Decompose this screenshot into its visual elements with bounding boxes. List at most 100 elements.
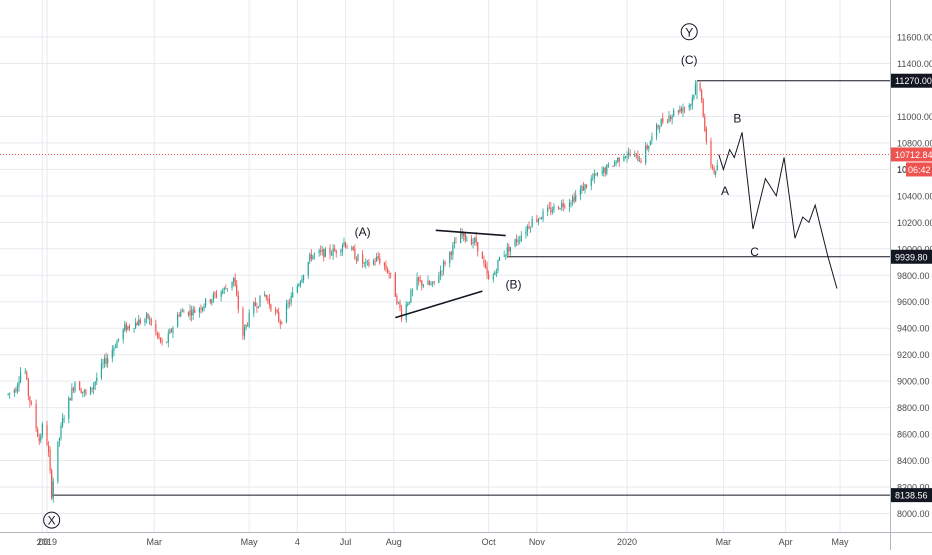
price-tick-label-partial: 10 xyxy=(897,164,907,174)
candle-body xyxy=(225,289,226,290)
candle-body xyxy=(26,373,27,379)
candle-body xyxy=(561,203,562,208)
price-tick-label: 8000.00 xyxy=(897,509,930,519)
candle-body xyxy=(309,255,310,262)
candle-body xyxy=(235,278,236,287)
candle-body xyxy=(672,116,673,120)
candle-body xyxy=(670,117,671,119)
candle-body xyxy=(322,250,323,252)
price-axis[interactable]: 11600.0011400.0011000.0010800.0010600.00… xyxy=(891,0,932,550)
candle-body xyxy=(347,248,348,249)
candle-body xyxy=(57,441,58,481)
candle-body xyxy=(323,249,324,258)
candle-body xyxy=(385,265,386,269)
candle-body xyxy=(661,119,662,127)
candle-body xyxy=(412,290,413,291)
candle-body xyxy=(519,240,520,241)
candle-body xyxy=(628,153,629,156)
candle-body xyxy=(210,300,211,303)
candle-body xyxy=(112,350,113,358)
candle-body xyxy=(387,269,388,273)
candle-body xyxy=(345,243,346,248)
candle-body xyxy=(123,329,124,339)
candle-body xyxy=(168,333,169,342)
candle-body xyxy=(603,168,604,172)
candle-body xyxy=(68,398,69,419)
candle-body xyxy=(592,178,593,179)
candle-body xyxy=(454,242,455,244)
candle-body xyxy=(427,281,428,285)
candle-body xyxy=(637,155,638,161)
candle-body xyxy=(569,203,570,207)
candle-body xyxy=(550,208,551,213)
wave-label: X xyxy=(48,514,56,528)
candle-body xyxy=(586,185,587,187)
candle-body xyxy=(357,255,358,261)
candle-body xyxy=(129,326,130,328)
candle-body xyxy=(539,218,540,219)
candle-body xyxy=(118,339,119,340)
time-tick-label: 4 xyxy=(295,537,300,547)
candle-body xyxy=(636,153,637,154)
candle-body xyxy=(256,307,257,308)
current-price-label: 10712.84 xyxy=(895,150,932,160)
candle-body xyxy=(245,325,246,328)
candle-body xyxy=(107,358,108,363)
candle-body xyxy=(59,438,60,441)
candle-body xyxy=(149,319,150,320)
candle-body xyxy=(182,311,183,312)
candle-body xyxy=(199,309,200,313)
candle-body xyxy=(311,254,312,258)
candle-body xyxy=(334,249,335,252)
candle-body xyxy=(667,121,668,122)
candle-body xyxy=(74,382,75,391)
candle-body xyxy=(364,263,365,264)
candle-body xyxy=(541,218,542,219)
candle-body xyxy=(194,310,195,313)
candle-body xyxy=(308,262,309,276)
price-tick-label: 9000.00 xyxy=(897,377,930,387)
candle-body xyxy=(221,292,222,297)
candle-body xyxy=(73,388,74,390)
candle-body xyxy=(64,419,65,420)
candle-body xyxy=(96,378,97,382)
candle-body xyxy=(95,382,96,386)
candle-body xyxy=(662,118,663,122)
candle-body xyxy=(368,262,369,265)
candle-body xyxy=(398,302,399,303)
candle-body xyxy=(354,249,355,259)
candle-body xyxy=(614,162,615,165)
candle-body xyxy=(617,158,618,161)
candle-body xyxy=(407,304,408,305)
candle-body xyxy=(684,107,685,108)
candle-body xyxy=(530,227,531,228)
candle-body xyxy=(247,325,248,326)
candle-body xyxy=(292,292,293,297)
level-price-label: 11270.00 xyxy=(895,76,932,86)
candle-body xyxy=(552,211,553,212)
candle-body xyxy=(465,234,466,241)
candle-body xyxy=(429,281,430,285)
time-tick-label: Mar xyxy=(147,537,163,547)
candle-body xyxy=(277,310,278,312)
candle-body xyxy=(289,303,290,304)
candle-body xyxy=(575,195,576,201)
candle-body xyxy=(340,250,341,253)
time-tick-label: May xyxy=(241,537,259,547)
candle-body xyxy=(678,111,679,113)
candle-body xyxy=(18,381,19,386)
candle-body xyxy=(286,304,287,322)
candle-body xyxy=(581,186,582,190)
candle-body xyxy=(376,257,377,261)
candle-body xyxy=(9,393,10,394)
level-price-label: 9939.80 xyxy=(895,252,928,262)
price-tick-label: 8800.00 xyxy=(897,403,930,413)
candle-body xyxy=(616,162,617,163)
candle-body xyxy=(497,260,498,271)
candle-body xyxy=(482,252,483,259)
time-tick-label: Mar xyxy=(716,537,732,547)
